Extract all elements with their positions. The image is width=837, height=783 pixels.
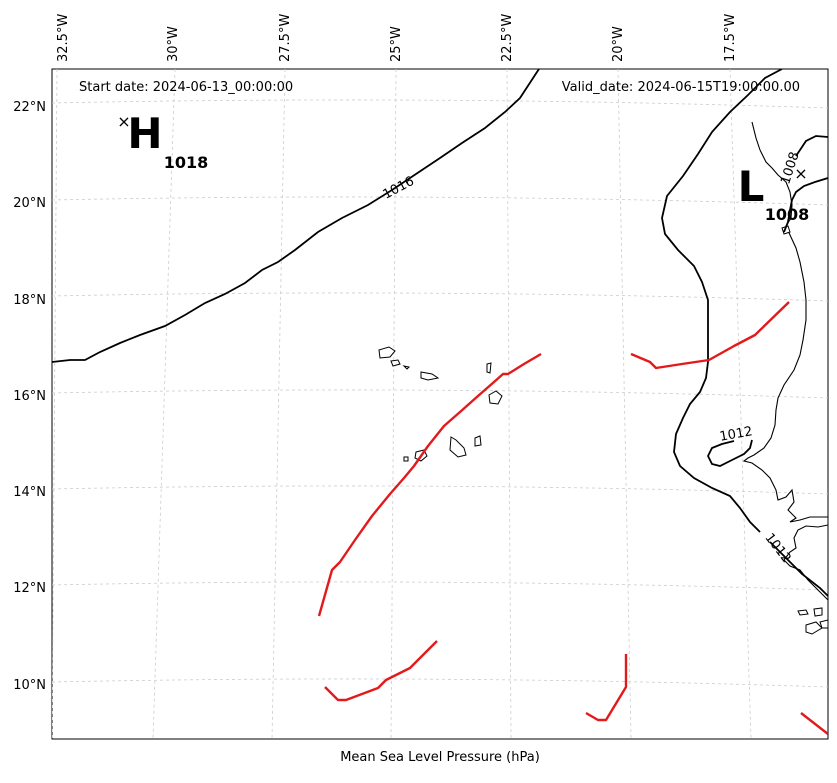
coastlines xyxy=(378,121,828,635)
parallel-12n xyxy=(52,581,828,591)
island-boa-vista xyxy=(488,390,503,405)
isobar-1016 xyxy=(52,69,540,363)
lat-label-12n: 12°N xyxy=(13,581,46,596)
front-trough-east xyxy=(630,301,790,370)
lat-label-22n: 22°N xyxy=(13,100,46,115)
isobar-1012-lobe xyxy=(706,439,753,467)
island-sao-vicente xyxy=(390,359,401,367)
lat-label-16n: 16°N xyxy=(13,389,46,404)
map-frame xyxy=(51,68,829,740)
latitude-labels: 22°N 20°N 18°N 16°N 14°N 12°N 10°N xyxy=(13,100,46,693)
island-bijagos-2 xyxy=(813,607,823,617)
lat-label-10n: 10°N xyxy=(13,678,46,693)
fronts xyxy=(317,301,828,735)
front-south-3 xyxy=(800,712,828,735)
island-sal xyxy=(486,362,492,374)
lon-label-17-5w: 17.5°W xyxy=(723,14,738,62)
isobar-1012 xyxy=(661,69,783,533)
africa-coastline xyxy=(742,149,828,601)
high-pressure-center: × H 1018 xyxy=(117,109,208,172)
island-santiago xyxy=(449,436,467,458)
parallel-22n xyxy=(52,99,828,109)
high-center-marker-icon: × xyxy=(117,112,130,131)
isobar-1008-upper xyxy=(795,135,828,157)
front-south-1 xyxy=(324,640,438,702)
lon-label-30w: 30°W xyxy=(166,26,181,62)
longitude-labels: 32.5°W 30°W 27.5°W 25°W 22.5°W 20°W 17.5… xyxy=(56,14,738,62)
meridian-20w xyxy=(617,69,632,739)
meridian-17-5w xyxy=(729,69,752,739)
contour-label-1012: 1012 xyxy=(718,424,753,445)
island-bijagos-3 xyxy=(805,621,823,635)
coast-inlet xyxy=(751,121,761,151)
start-date-label: Start date: 2024-06-13_00:00:00 xyxy=(79,80,293,95)
isobars xyxy=(52,69,828,597)
island-brava xyxy=(403,456,409,462)
isobar-1010 xyxy=(769,541,828,597)
front-trough-main xyxy=(317,352,542,617)
lat-label-14n: 14°N xyxy=(13,485,46,500)
island-santo-antao xyxy=(378,346,396,359)
lat-label-18n: 18°N xyxy=(13,293,46,308)
lon-label-20w: 20°W xyxy=(611,26,626,62)
island-bijagos-4 xyxy=(819,619,828,629)
parallel-10n xyxy=(52,678,828,688)
parallel-14n xyxy=(52,485,828,495)
isobar-1008 xyxy=(783,177,828,233)
meridian-22-5w xyxy=(506,69,512,739)
meridian-25w xyxy=(390,69,397,739)
island-santa-luzia xyxy=(402,365,411,370)
high-letter: H xyxy=(127,109,162,158)
island-bijagos-1 xyxy=(797,609,809,616)
lon-label-22-5w: 22.5°W xyxy=(500,14,515,62)
graticule xyxy=(52,69,828,739)
lon-label-32-5w: 32.5°W xyxy=(56,14,71,62)
parallel-18n xyxy=(52,292,828,302)
meridian-30w xyxy=(152,69,176,739)
valid-date-label: Valid_date: 2024-06-15T19:00:00.00 xyxy=(562,80,800,95)
parallel-16n xyxy=(52,389,828,399)
low-letter: L xyxy=(738,162,765,211)
parallel-20n xyxy=(52,196,828,206)
front-south-2 xyxy=(585,654,628,722)
low-center-marker-icon: × xyxy=(794,164,807,183)
lon-label-27-5w: 27.5°W xyxy=(278,14,293,62)
meridian-27-5w xyxy=(271,69,286,739)
low-pressure-center: × L 1008 xyxy=(738,162,810,224)
map-caption: Mean Sea Level Pressure (hPa) xyxy=(340,750,540,765)
meridian-32-5w xyxy=(52,69,58,739)
lon-label-25w: 25°W xyxy=(389,26,404,62)
low-value: 1008 xyxy=(765,205,810,224)
island-maio xyxy=(474,435,482,447)
lat-label-20n: 20°N xyxy=(13,196,46,211)
high-value: 1018 xyxy=(164,153,209,172)
island-sao-nicolau xyxy=(420,371,440,381)
